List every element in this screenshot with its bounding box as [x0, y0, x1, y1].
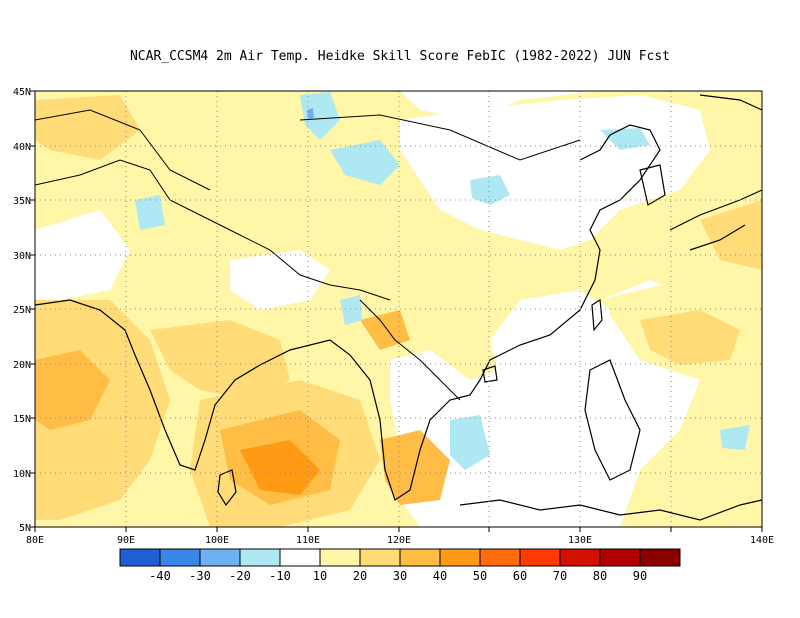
colorbar-swatch: [119, 548, 161, 567]
border-indochina: [359, 299, 461, 401]
colorbar-label: 90: [633, 569, 647, 583]
colorbar-swatch: [399, 548, 441, 567]
skill-region-yellow-northwest: [35, 95, 140, 160]
skill-region-orange-light-arabian: [35, 350, 110, 430]
colorbar-label: -40: [149, 569, 171, 583]
lat-tick-label: 35N: [13, 196, 31, 207]
colorbar-swatch: [559, 548, 601, 567]
colorbar-label: 20: [353, 569, 367, 583]
colorbar-label: 70: [553, 569, 567, 583]
colorbar-label: 10: [313, 569, 327, 583]
colorbar-swatch: [519, 548, 561, 567]
colorbar-swatch: [599, 548, 641, 567]
lat-tick-labels: 45N 40N 35N 30N 25N 20N 15N 10N 5N: [13, 87, 31, 534]
colorbar-swatch: [479, 548, 521, 567]
mainland-coast: [35, 124, 661, 501]
siberia-coast: [699, 94, 762, 111]
border-central-asia: [35, 109, 211, 191]
lon-tick-label: 90E: [117, 535, 135, 546]
colorbar: [119, 548, 681, 567]
colorbar-label: 40: [433, 569, 447, 583]
skill-region-blue-mongolia: [330, 140, 400, 185]
sri-lanka-coast: [217, 469, 237, 507]
skill-region-yellow-india: [150, 320, 290, 400]
lon-tick-label: 80E: [26, 535, 44, 546]
skill-region-blue-vietnam: [450, 415, 490, 470]
colorbar-swatch: [319, 548, 361, 567]
lat-tick-label: 10N: [13, 469, 31, 480]
skill-region-yellow-japan: [700, 200, 762, 270]
japan-coast: [669, 189, 762, 251]
lat-tick-label: 25N: [13, 305, 31, 316]
lon-tick-label: 140E: [750, 535, 774, 546]
border-mongolia: [299, 114, 581, 161]
skill-region-yellow-philippine-sea: [640, 310, 740, 365]
skill-region-blue-north-china: [470, 175, 510, 205]
colorbar-swatch: [239, 548, 281, 567]
coastlines: [35, 94, 762, 521]
lat-tick-label: 20N: [13, 360, 31, 371]
lon-tick-label: 110E: [296, 535, 320, 546]
lat-tick-label: 30N: [13, 251, 31, 262]
skill-region-white-west: [35, 210, 130, 300]
skill-region-white-himalaya: [230, 250, 330, 310]
skill-region-white-south-china: [490, 290, 610, 400]
lat-tick-label: 15N: [13, 414, 31, 425]
lon-tick-label: 130E: [568, 535, 592, 546]
colorbar-label: 50: [473, 569, 487, 583]
lon-tick-label: 120E: [387, 535, 411, 546]
border-himalaya: [35, 159, 391, 301]
skill-region-orange-bay: [240, 440, 320, 495]
philippines-coast: [584, 359, 641, 481]
colorbar-swatch: [159, 548, 201, 567]
lon-tick-labels: 80E 90E 100E 110E 120E 130E 140E: [26, 535, 774, 546]
lat-tick-label: 45N: [13, 87, 31, 98]
map-title: NCAR_CCSM4 2m Air Temp. Heidke Skill Sco…: [129, 49, 671, 64]
colorbar-swatch: [279, 548, 321, 567]
colorbar-swatch: [639, 548, 681, 567]
skill-region-blue-bangladesh: [340, 295, 362, 325]
colorbar-swatch: [439, 548, 481, 567]
skill-region-blue-north: [300, 92, 340, 140]
grid-lines: [35, 91, 762, 527]
colorbar-swatch: [199, 548, 241, 567]
skill-region-blue-pakistan: [135, 195, 165, 230]
lat-tick-label: 5N: [19, 523, 31, 534]
lon-tick-label: 100E: [205, 535, 229, 546]
colorbar-label: -10: [269, 569, 291, 583]
hainan-coast: [482, 365, 498, 383]
skill-region-white-scs: [560, 380, 650, 470]
colorbar-label: 80: [593, 569, 607, 583]
tick-marks: [30, 90, 763, 532]
colorbar-label: -30: [189, 569, 211, 583]
skill-region-orange-light-thailand: [380, 430, 450, 505]
skill-region-orange-myanmar: [360, 310, 410, 350]
skill-region-blue-dark: [307, 108, 314, 119]
colorbar-label: -20: [229, 569, 251, 583]
colorbar-swatch: [359, 548, 401, 567]
taiwan-coast: [591, 298, 603, 332]
south-islands-coast: [459, 499, 762, 521]
colorbar-label: 30: [393, 569, 407, 583]
korea-coast: [639, 164, 666, 206]
colorbar-labels: -40 -30 -20 -10 10 20 30 40 50 60 70 80 …: [149, 569, 647, 583]
lat-tick-label: 40N: [13, 142, 31, 153]
colorbar-label: 60: [513, 569, 527, 583]
skill-region-blue-pacific: [720, 425, 750, 450]
